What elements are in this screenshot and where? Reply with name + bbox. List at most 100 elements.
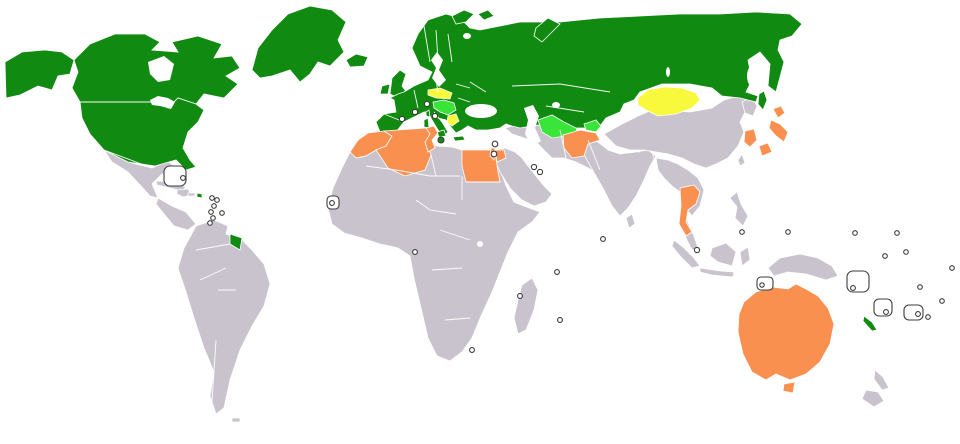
maldives-circle [600,236,606,242]
region-svalbard-east [477,9,495,21]
lake-victoria [477,241,483,247]
region-tasmania [782,381,796,394]
comoros-circle [517,293,523,299]
fiji-circle [915,311,921,317]
antilles-circle-5 [210,215,216,221]
pacific-circle-4 [894,230,900,236]
region-philippines [729,191,749,227]
region-iceland [345,53,369,68]
vanuatu-circle [883,309,889,315]
hudson-bay [148,56,174,82]
region-uk [389,69,409,99]
region-sicily [436,129,447,138]
region-czechia-slovakia [427,87,453,100]
bahamas-circle [180,175,186,181]
antilles-circle-3 [211,203,217,209]
antilles-circle-6 [207,220,213,226]
region-puerto-rico [187,192,196,197]
region-ireland [379,83,391,95]
east-timor-circle [759,282,765,288]
region-thailand [678,184,701,237]
region-mongolia [637,86,701,117]
region-sardinia [423,117,430,129]
vanuatu-box [873,298,893,317]
region-south-korea [743,128,758,148]
white-sea [463,33,471,39]
region-arabia [493,147,553,207]
region-java [699,267,735,278]
region-sulawesi [739,246,751,267]
sao-tome-circle [412,249,418,255]
pacific-circle-3 [852,230,858,236]
pacific-circle-8 [917,284,923,290]
micro-state-markers [180,100,955,353]
region-australia [737,283,835,381]
antilles-circle-4 [208,209,214,215]
great-lakes [150,96,175,109]
region-svalbard [451,9,475,25]
pacific-circle-6 [903,249,909,255]
malta-circle [437,136,445,144]
sea-of-okhotsk [747,62,767,90]
region-greenland [251,5,347,83]
region-japan-honshu [768,119,789,143]
bahamas-box [163,165,187,187]
seychelles-circle [554,269,560,275]
caspian-sea [524,105,541,147]
region-hispaniola [176,188,192,198]
region-new-zealand-south [861,389,885,408]
region-japan-kyushu [758,142,773,157]
pacific-circle-10 [925,314,931,320]
bahrain-circle [530,163,538,171]
black-sea [465,104,497,118]
liechtenstein-circle [423,100,431,108]
region-tunisia [424,125,439,153]
region-india [581,139,657,217]
region-new-guinea [767,253,839,281]
cape-verde-circle [329,200,335,206]
region-madagascar [513,277,539,335]
pacific-circle-7 [949,265,955,271]
mauritius-circle [557,317,563,323]
region-jordan [494,149,507,163]
region-alaska [4,49,75,99]
antilles-circle-2 [214,197,220,203]
lebanon-circle [490,150,498,158]
region-novaya-zemlya [533,17,561,43]
monaco-circle [411,108,419,116]
aral-sea [552,102,560,108]
region-tajikistan [583,119,602,133]
region-central-america [155,197,197,231]
region-sakhalin [757,90,768,111]
baltic-sea [431,52,446,87]
san-marino-circle [431,112,439,120]
singapore-circle [693,246,701,254]
pacific-circle-2 [785,229,791,235]
region-crete [452,135,466,142]
cyprus-circle [491,140,499,148]
region-new-caledonia [862,315,878,332]
region-macedonia-albania [446,113,460,127]
region-falkland [231,417,241,423]
region-japan-hokkaido [772,105,786,119]
region-french-guiana [229,233,243,251]
pacific-circle-1 [739,229,745,235]
lesotho-circle [469,347,475,353]
pacific-circle-9 [939,298,945,304]
qatar-circle [536,168,544,176]
antilles-circle-7 [219,210,225,216]
region-afghanistan [562,129,601,159]
country-borders [80,25,701,403]
region-sri-lanka [625,213,636,229]
region-borneo [709,242,737,267]
antilles-circle-1 [209,195,215,201]
region-west-balkans [432,99,457,116]
pacific-circle-5 [882,253,888,259]
region-taiwan [737,153,746,167]
solomon-circle [850,285,856,291]
east-timor-box [756,276,774,291]
andorra-circle [398,115,406,123]
region-sumatra [671,239,701,269]
lake-baikal [666,67,670,77]
